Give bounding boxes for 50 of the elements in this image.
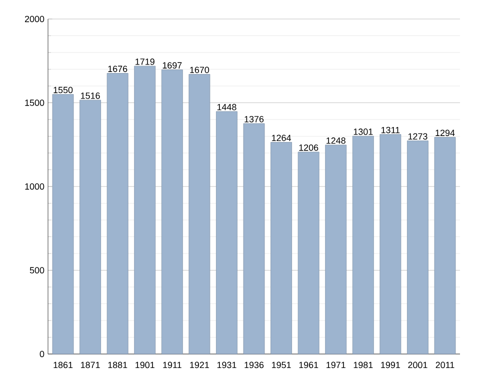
data-label: 1676 (108, 66, 128, 72)
y-tick-label: 2000 (24, 16, 44, 22)
bar (298, 152, 320, 354)
y-tick-label: 1000 (25, 183, 44, 190)
bar (188, 74, 210, 354)
x-tick-label: 1991 (381, 362, 400, 368)
data-label: 1448 (217, 104, 236, 110)
y-tick-label: 0 (40, 350, 44, 358)
data-label: 1273 (408, 133, 428, 140)
data-label: 1516 (81, 92, 100, 99)
data-label: 1248 (326, 137, 346, 144)
y-tick-label: 1500 (25, 100, 44, 106)
x-tick-label: 1931 (217, 362, 236, 368)
x-tick-label: 1981 (354, 362, 373, 368)
x-tick-label: 1911 (163, 362, 182, 368)
x-tick-label: 1881 (108, 362, 128, 368)
y-tick-label: 500 (30, 267, 44, 274)
bar (352, 136, 374, 354)
x-tick-label: 1871 (81, 362, 100, 368)
bar (325, 144, 347, 354)
bar (216, 111, 238, 354)
data-label: 1670 (190, 66, 210, 74)
x-tick-label: 2001 (408, 362, 428, 368)
bar (161, 70, 183, 354)
x-tick-label: 2011 (436, 362, 454, 368)
x-tick-label: 1901 (136, 362, 154, 368)
bar (80, 100, 101, 354)
x-tick-label: 1936 (244, 362, 264, 368)
x-tick-label: 1921 (190, 362, 209, 368)
bar (407, 140, 428, 354)
data-label: 1264 (272, 134, 291, 142)
bar (52, 94, 74, 354)
data-label: 1697 (162, 62, 182, 69)
data-label: 1294 (436, 130, 455, 136)
bar (134, 66, 156, 354)
x-tick-label: 1951 (272, 362, 291, 368)
bar (243, 123, 265, 354)
bar (380, 134, 402, 354)
data-label: 1550 (54, 86, 73, 94)
data-label: 1206 (299, 144, 318, 151)
bar (106, 73, 128, 354)
bar (434, 137, 456, 354)
bar (270, 142, 292, 354)
data-label: 1376 (244, 116, 264, 122)
data-label: 1301 (354, 128, 373, 135)
data-label: 1719 (136, 58, 154, 65)
x-tick-label: 1861 (54, 362, 73, 368)
data-label: 1311 (381, 126, 400, 134)
x-tick-label: 1971 (326, 362, 346, 368)
x-tick-label: 1961 (299, 362, 318, 368)
